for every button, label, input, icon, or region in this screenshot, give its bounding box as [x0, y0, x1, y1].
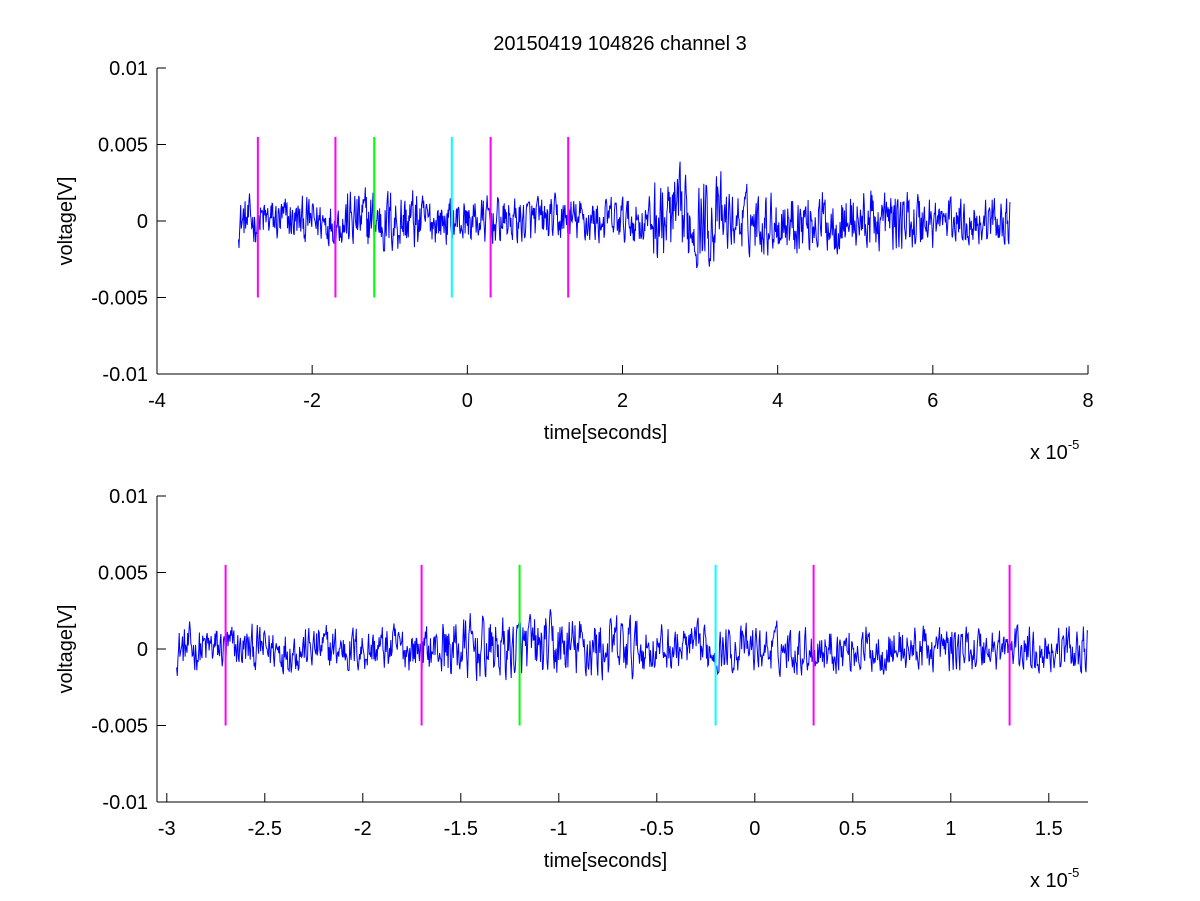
x-tick-label: -0.5: [640, 818, 674, 840]
figure-title: 20150419 104826 channel 3: [493, 33, 747, 55]
x-tick-label: -2: [354, 818, 372, 840]
y-tick-label: 0.01: [109, 58, 148, 80]
y-tick-label: 0: [137, 211, 148, 233]
y-tick-label: 0.005: [98, 135, 148, 157]
x-multiplier-label: x 10-5: [1030, 865, 1079, 892]
x-tick-label: 1.5: [1035, 818, 1063, 840]
bottom-plot-panel: -3 -2.5 -2 -1.5 -1 -0.5 0 0.5 1 1.5 0.01 0.005 0 -0.0…: [55, 486, 1089, 892]
y-tick-label: 0.01: [109, 486, 148, 508]
x-tick-label: 6: [927, 390, 938, 412]
x-tick-label: 0: [749, 818, 760, 840]
x-tick-label: 1: [945, 818, 956, 840]
y-tick-label: -0.01: [102, 364, 148, 386]
signal-trace: [238, 161, 1011, 269]
y-tick-label: 0.005: [98, 563, 148, 585]
y-tick-label: 0: [137, 639, 148, 661]
top-plot-panel: -4 -2 0 2 4 6 8 0.01 0.005 0 -0.005 -0.01 time[secon…: [55, 58, 1094, 464]
x-axis-label: time[seconds]: [544, 850, 667, 872]
x-tick-label: -4: [148, 390, 166, 412]
y-tick-label: -0.005: [91, 288, 148, 310]
x-tick-label: -3: [158, 818, 176, 840]
y-tick-label: -0.01: [102, 792, 148, 814]
x-tick-label: 0: [462, 390, 473, 412]
x-tick-label: 4: [772, 390, 783, 412]
y-tick-label: -0.005: [91, 716, 148, 738]
signal-trace: [176, 609, 1089, 682]
x-tick-label: 0.5: [839, 818, 867, 840]
x-tick-label: -2: [303, 390, 321, 412]
x-axis-label: time[seconds]: [544, 422, 667, 444]
x-tick-label: -1: [550, 818, 568, 840]
y-axis-label: voltage[V]: [55, 605, 77, 694]
x-tick-label: -1.5: [444, 818, 478, 840]
y-axis-label: voltage[V]: [55, 177, 77, 266]
x-multiplier-label: x 10-5: [1030, 437, 1079, 464]
x-tick-label: 2: [617, 390, 628, 412]
x-tick-label: -2.5: [248, 818, 282, 840]
x-tick-label: 8: [1082, 390, 1093, 412]
